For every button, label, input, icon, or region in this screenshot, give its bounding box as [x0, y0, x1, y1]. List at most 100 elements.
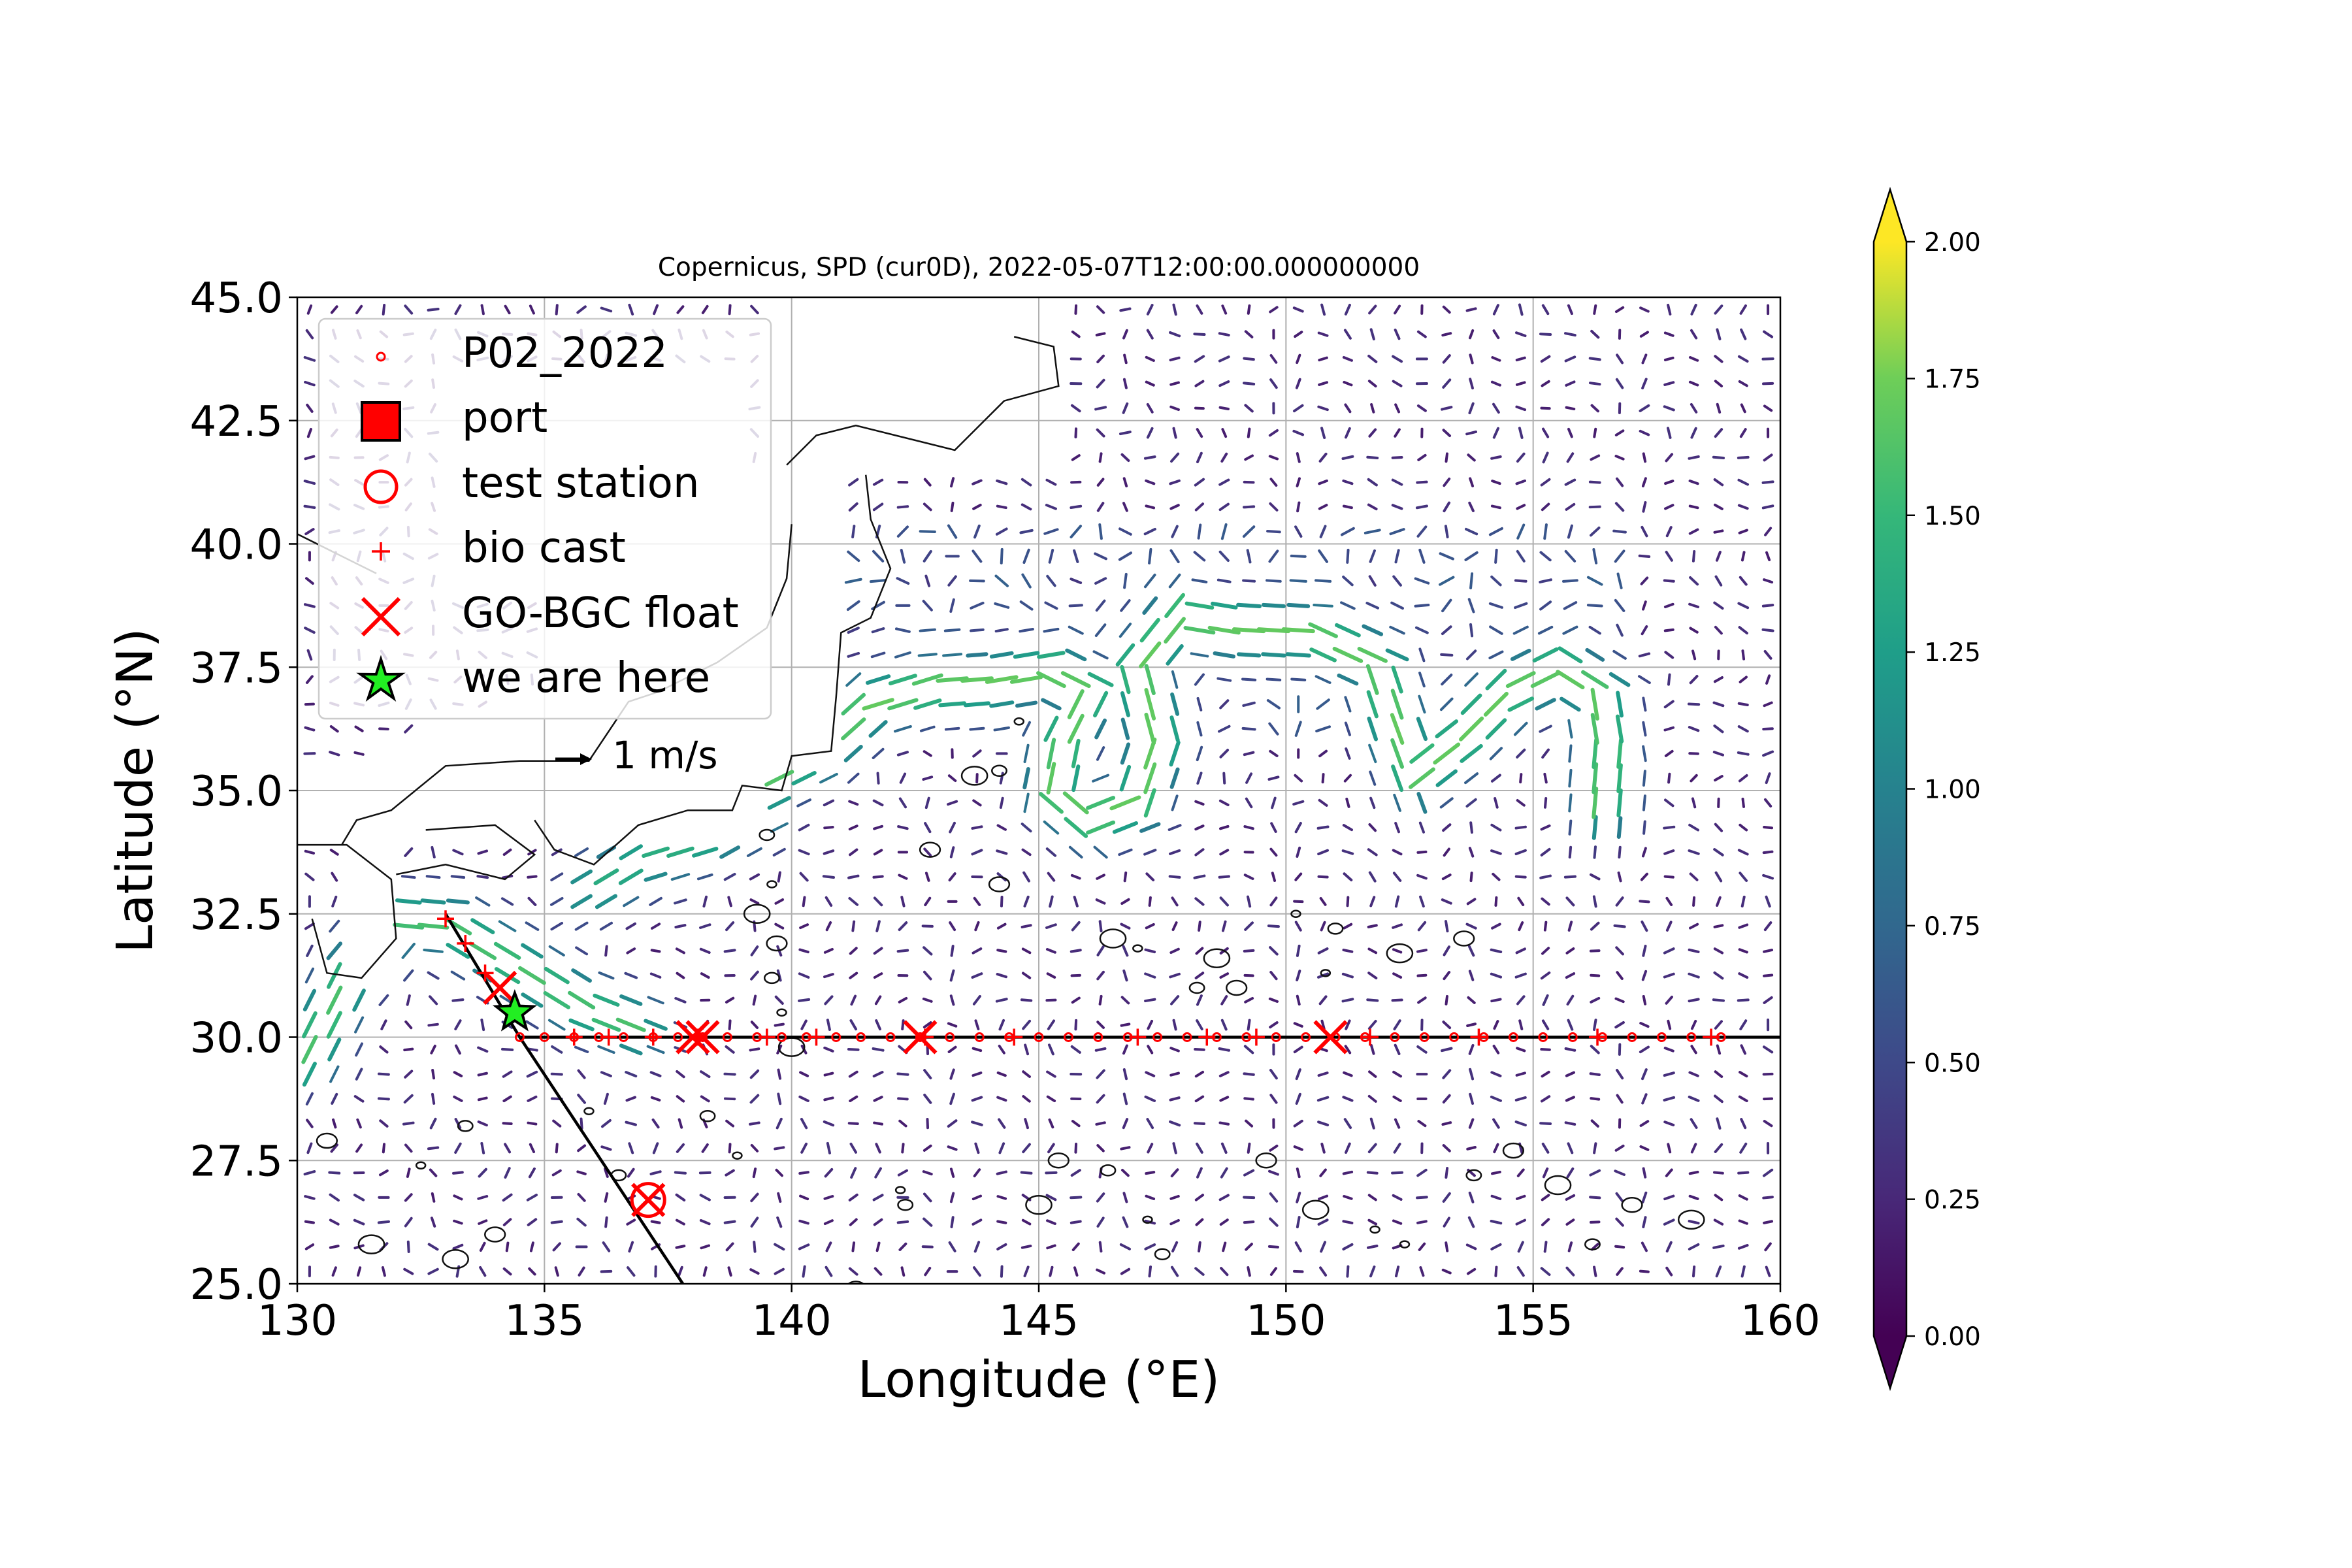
- velocity-arrow: [1417, 996, 1427, 1004]
- velocity-arrow: [1740, 328, 1747, 340]
- velocity-arrow: [1739, 823, 1748, 832]
- velocity-arrow: [1739, 872, 1748, 882]
- velocity-arrow: [1642, 820, 1646, 835]
- velocity-arrow: [1690, 329, 1698, 340]
- velocity-arrow: [675, 1193, 686, 1201]
- velocity-arrow: [352, 988, 366, 1012]
- velocity-arrow: [1441, 874, 1452, 881]
- velocity-arrow: [1418, 548, 1426, 564]
- velocity-arrow: [302, 1062, 317, 1087]
- velocity-arrow: [896, 751, 909, 757]
- velocity-arrow: [1469, 821, 1473, 834]
- velocity-arrow: [1218, 380, 1230, 387]
- velocity-arrow: [1391, 665, 1403, 694]
- velocity-arrow: [798, 1095, 809, 1102]
- seamount-contour: [1544, 1175, 1572, 1196]
- velocity-arrow: [1367, 1194, 1377, 1201]
- velocity-arrow: [446, 943, 470, 959]
- velocity-arrow: [304, 1195, 316, 1200]
- velocity-arrow: [1714, 775, 1723, 782]
- velocity-arrow: [377, 1097, 390, 1101]
- velocity-arrow: [1763, 701, 1773, 708]
- velocity-arrow: [331, 1266, 337, 1277]
- velocity-arrow: [1071, 738, 1081, 768]
- velocity-arrow: [1441, 1268, 1452, 1275]
- velocity-arrow: [428, 995, 438, 1005]
- velocity-arrow: [1394, 549, 1400, 564]
- velocity-arrow: [670, 873, 691, 881]
- velocity-arrow: [304, 726, 316, 732]
- velocity-arrow: [1390, 689, 1404, 720]
- velocity-arrow: [1714, 871, 1723, 883]
- velocity-arrow: [1046, 738, 1056, 770]
- velocity-arrow: [446, 898, 470, 905]
- velocity-arrow: [1592, 548, 1598, 564]
- velocity-arrow: [1535, 698, 1556, 711]
- velocity-arrow: [1762, 1168, 1774, 1177]
- velocity-arrow: [1086, 796, 1116, 810]
- quiver-key-arrowhead: [580, 753, 592, 765]
- velocity-arrow: [1565, 1096, 1575, 1102]
- velocity-arrow: [898, 921, 908, 932]
- velocity-arrow: [1196, 1142, 1203, 1154]
- velocity-arrow: [1292, 1269, 1304, 1273]
- velocity-arrow: [1642, 696, 1647, 712]
- velocity-arrow: [1565, 502, 1576, 511]
- velocity-arrow: [404, 304, 414, 315]
- seamount-contour: [894, 1186, 906, 1194]
- velocity-arrow: [301, 1035, 318, 1064]
- velocity-arrow: [1642, 501, 1647, 513]
- velocity-arrow: [403, 969, 414, 982]
- velocity-arrow: [649, 896, 662, 906]
- velocity-arrow: [799, 923, 809, 930]
- velocity-arrow: [527, 896, 537, 906]
- velocity-arrow: [1243, 382, 1256, 385]
- velocity-arrow: [1269, 353, 1278, 364]
- velocity-arrow: [1220, 452, 1228, 463]
- velocity-arrow: [353, 1095, 365, 1103]
- velocity-arrow: [1464, 772, 1479, 785]
- velocity-arrow: [1543, 523, 1548, 540]
- velocity-arrow: [893, 725, 912, 733]
- velocity-arrow: [1148, 547, 1152, 564]
- velocity-arrow: [1368, 428, 1377, 438]
- velocity-arrow: [1296, 944, 1301, 957]
- velocity-arrow: [1639, 1145, 1650, 1151]
- bio-cast: [565, 1028, 583, 1046]
- velocity-arrow: [1271, 872, 1277, 882]
- velocity-arrow: [1714, 428, 1723, 438]
- velocity-arrow: [502, 1193, 513, 1202]
- velocity-arrow: [1293, 1022, 1303, 1028]
- velocity-arrow: [749, 1069, 760, 1079]
- velocity-arrow: [1320, 921, 1326, 932]
- velocity-arrow: [628, 303, 634, 316]
- velocity-arrow: [1073, 896, 1079, 907]
- velocity-arrow: [1342, 1220, 1354, 1224]
- velocity-arrow: [1468, 970, 1475, 981]
- velocity-arrow: [1516, 748, 1526, 759]
- velocity-arrow: [1765, 895, 1771, 908]
- velocity-arrow: [1172, 1019, 1177, 1031]
- velocity-arrow: [1343, 329, 1352, 340]
- velocity-arrow: [1196, 451, 1203, 464]
- velocity-arrow: [1073, 1266, 1079, 1277]
- velocity-arrow: [750, 1021, 759, 1029]
- velocity-arrow: [1169, 947, 1180, 955]
- velocity-arrow: [1022, 1095, 1031, 1103]
- velocity-arrow: [848, 1070, 858, 1078]
- velocity-arrow: [1740, 551, 1746, 562]
- velocity-arrow: [304, 528, 315, 536]
- velocity-arrow: [1515, 1218, 1526, 1226]
- velocity-arrow: [1170, 692, 1180, 716]
- velocity-arrow: [1194, 673, 1205, 686]
- velocity-arrow: [1194, 478, 1205, 487]
- seamount-contour: [484, 1226, 506, 1243]
- velocity-arrow: [1616, 738, 1623, 769]
- velocity-arrow: [998, 1142, 1005, 1154]
- velocity-arrow: [1642, 721, 1647, 737]
- p02-station: [1686, 1032, 1697, 1042]
- velocity-arrow: [1713, 601, 1724, 610]
- velocity-arrow: [1317, 1071, 1329, 1077]
- velocity-arrow: [923, 1021, 932, 1029]
- velocity-arrow: [1319, 896, 1327, 906]
